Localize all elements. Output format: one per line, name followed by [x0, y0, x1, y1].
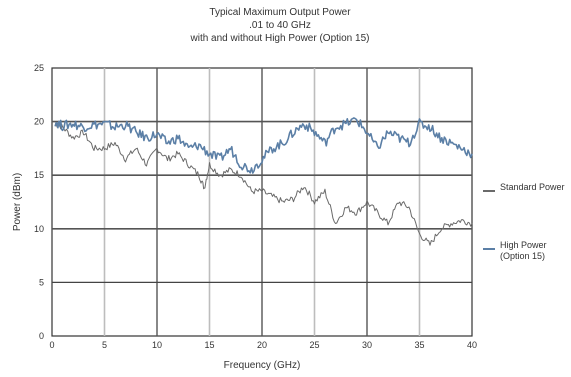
x-tick-label: 25 — [309, 340, 319, 350]
legend-swatch-high-power — [483, 248, 495, 250]
series-line-high-power — [54, 117, 473, 174]
x-tick-label: 20 — [257, 340, 267, 350]
legend-item-standard-power: Standard Power — [483, 182, 571, 206]
x-tick-label: 5 — [102, 340, 107, 350]
y-tick-label: 20 — [34, 117, 44, 127]
x-tick-label: 10 — [152, 340, 162, 350]
y-tick-label: 10 — [34, 224, 44, 234]
legend-label-standard-power: Standard Power — [500, 182, 565, 192]
y-tick-label: 25 — [34, 63, 44, 73]
y-tick-labels: 0 5 10 15 20 25 — [34, 63, 44, 341]
y-axis-label: Power (dBm) — [12, 173, 23, 231]
x-tick-label: 0 — [49, 340, 54, 350]
x-tick-label: 15 — [204, 340, 214, 350]
x-tick-label: 30 — [362, 340, 372, 350]
series-line-standard-power — [55, 123, 473, 246]
y-tick-label: 0 — [39, 331, 44, 341]
x-tick-label: 35 — [414, 340, 424, 350]
chart-subtitle-2: with and without High Power (Option 15) — [190, 33, 370, 44]
chart-title: Typical Maximum Output Power — [209, 7, 351, 18]
x-tick-label: 40 — [467, 340, 477, 350]
grid-lines — [51, 67, 473, 337]
y-tick-label: 15 — [34, 170, 44, 180]
chart-title-block: Typical Maximum Output Power .01 to 40 G… — [100, 6, 460, 45]
legend-label-high-power: High Power (Option 15) — [500, 240, 547, 261]
legend-swatch-standard-power — [483, 190, 495, 192]
x-axis-label: Frequency (GHz) — [224, 360, 301, 371]
x-tick-labels: 0 5 10 15 20 25 30 35 40 — [49, 340, 477, 350]
y-tick-label: 5 — [39, 277, 44, 287]
legend-item-high-power: High Power (Option 15) — [483, 240, 571, 264]
chart-subtitle: .01 to 40 GHz — [249, 20, 311, 31]
series-lines — [54, 117, 473, 246]
